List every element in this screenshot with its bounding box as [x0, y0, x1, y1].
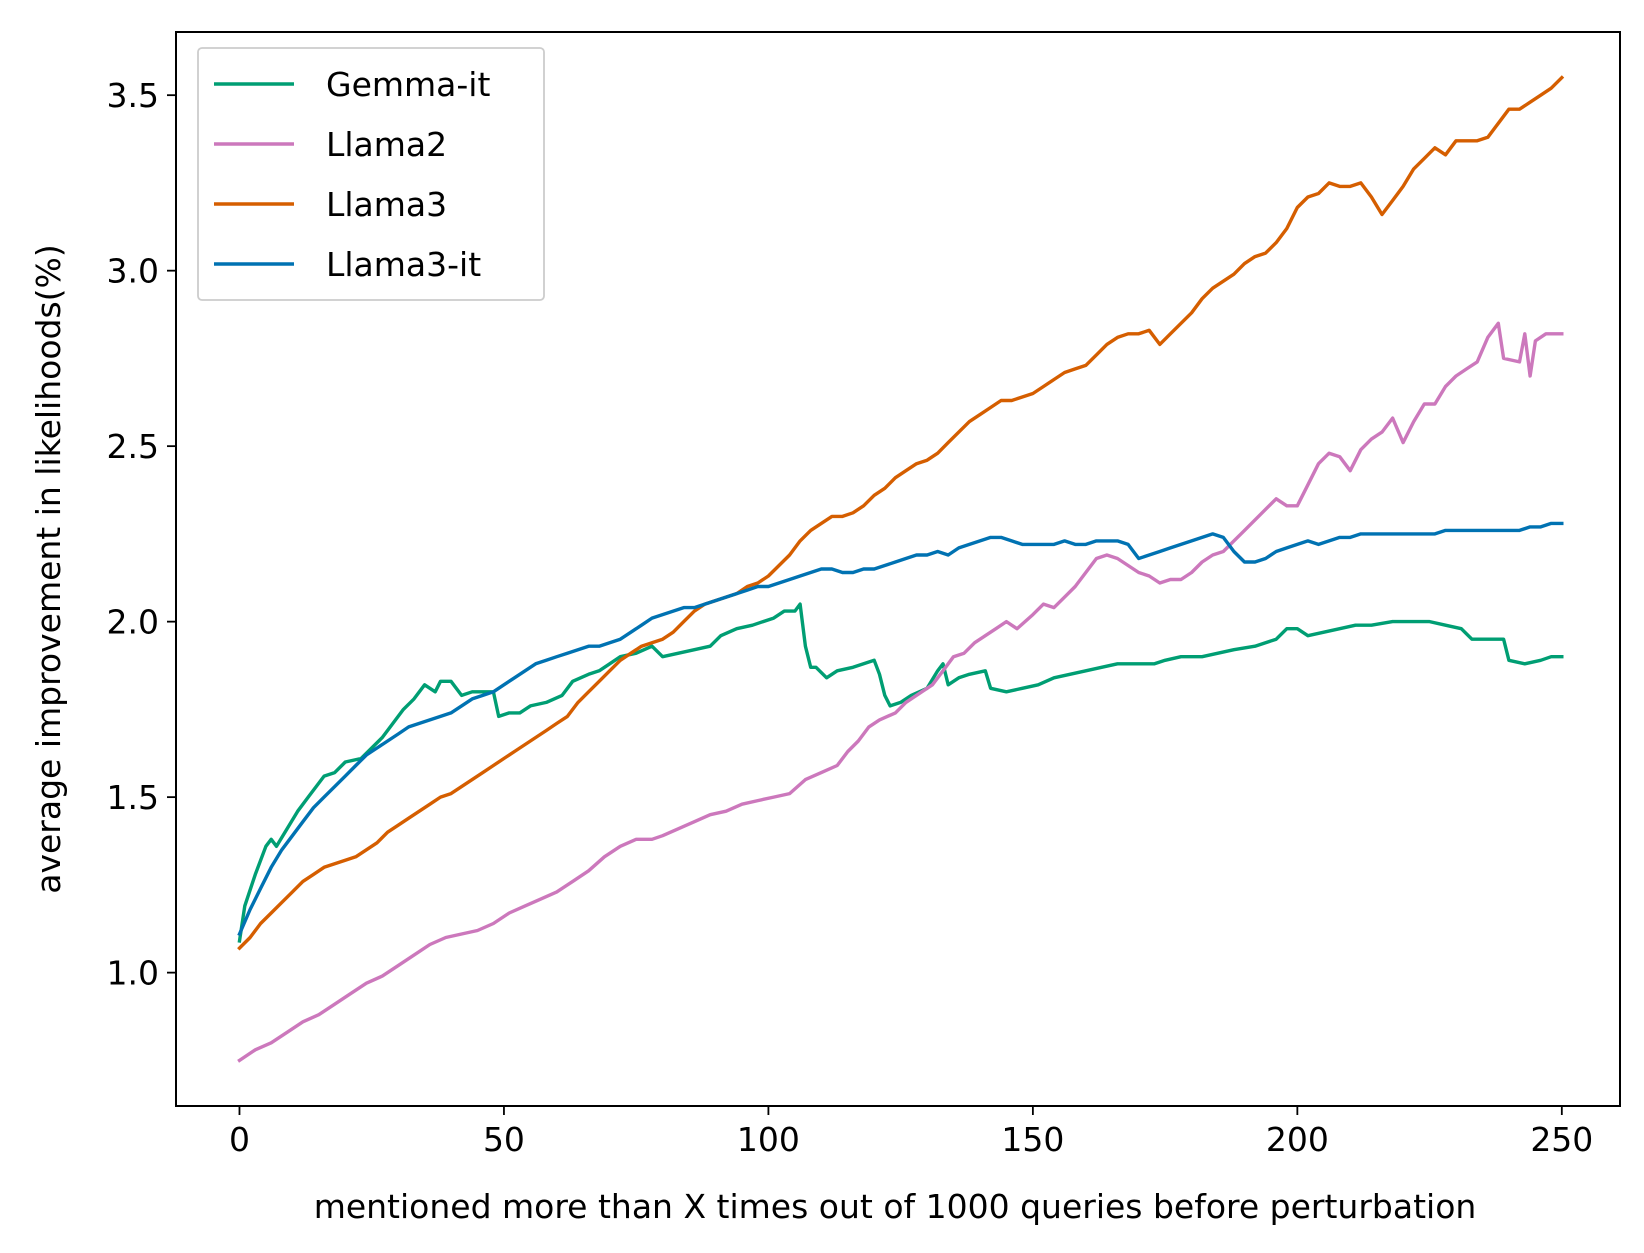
series-line-llama3 [237, 75, 1565, 951]
y-tick-label: 2.5 [107, 427, 159, 466]
y-tick-label: 3.5 [107, 76, 159, 115]
x-axis-title: mentioned more than X times out of 1000 … [314, 1187, 1477, 1226]
x-tick-label: 250 [1530, 1120, 1593, 1159]
series-layer [237, 75, 1565, 1063]
legend-label-llama3: Llama3 [326, 185, 447, 224]
legend-label-gemma-it: Gemma-it [326, 65, 490, 104]
legend: Gemma-it Llama2 Llama3 Llama3-it [197, 47, 545, 301]
plot-area-frame [175, 31, 1621, 1107]
series-line-llama2 [237, 321, 1564, 1063]
x-tick-label: 50 [483, 1120, 525, 1159]
x-tick-label: 0 [229, 1120, 250, 1159]
x-axis: 0 50 100 150 200 250 [229, 1106, 1593, 1159]
x-tick-label: 150 [1001, 1120, 1064, 1159]
legend-label-llama2: Llama2 [326, 125, 447, 164]
series-line-gemma-it [237, 602, 1564, 943]
legend-box [197, 47, 545, 301]
y-axis-title: average improvement in likelihoods(%) [29, 244, 68, 894]
series-line-llama3-it [237, 521, 1564, 937]
y-tick-label: 3.0 [107, 252, 159, 291]
x-tick-label: 200 [1266, 1120, 1329, 1159]
y-tick-label: 2.0 [107, 603, 159, 642]
y-tick-label: 1.5 [107, 778, 159, 817]
legend-label-llama3-it: Llama3-it [326, 245, 481, 284]
y-axis: 1.0 1.5 2.0 2.5 3.0 3.5 [107, 76, 176, 993]
x-tick-label: 100 [737, 1120, 800, 1159]
y-tick-label: 1.0 [107, 954, 159, 993]
